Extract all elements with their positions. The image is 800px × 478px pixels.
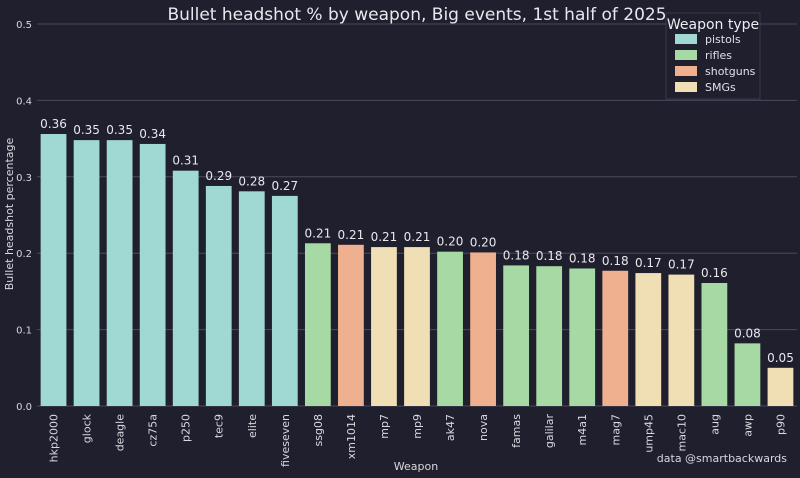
bar-fiveseven: [271, 195, 298, 406]
bar-p90: [767, 367, 794, 406]
bar-famas: [503, 265, 530, 406]
legend: Weapon type pistols rifles shotguns SMGs: [665, 12, 761, 100]
x-tick-label: ak47: [444, 414, 457, 441]
bar-p250: [172, 170, 199, 406]
bar-aug: [701, 282, 728, 406]
bar-deagle: [106, 140, 133, 407]
y-tick-label: 0.0: [16, 402, 32, 413]
bar-m4a1: [569, 268, 596, 406]
x-tick-label: galilar: [543, 414, 556, 449]
bar-value-label: 0.21: [404, 230, 431, 244]
x-tick-label: mp7: [378, 414, 391, 439]
bar-nova: [470, 252, 496, 406]
bar-galilar: [536, 266, 563, 406]
bar-value-label: 0.21: [371, 230, 398, 244]
bar-mag7: [602, 270, 629, 406]
bars: 0.36 hkp2000 0.35 glock 0.35 deagle 0.34 cz75a 0…: [40, 117, 794, 467]
bar-value-label: 0.34: [139, 127, 166, 141]
x-tick-label: famas: [510, 414, 523, 448]
bar-value-label: 0.31: [172, 154, 199, 168]
bar-xm1014: [338, 244, 364, 406]
bar-value-label: 0.20: [470, 235, 497, 249]
bar-mac10: [668, 274, 695, 406]
x-tick-label: nova: [477, 414, 490, 441]
x-tick-label: mag7: [609, 414, 622, 445]
bar-awp: [734, 343, 761, 406]
y-tick-label: 0.1: [16, 326, 32, 337]
y-tick-label: 0.5: [16, 20, 32, 31]
bar-value-label: 0.35: [73, 123, 100, 137]
x-tick-label: mac10: [675, 414, 688, 452]
x-tick-label: mp9: [411, 414, 424, 439]
bar-ump45: [635, 273, 662, 406]
x-axis-label: Weapon: [394, 460, 438, 473]
x-tick-label: glock: [81, 413, 94, 443]
x-tick-label: tec9: [213, 414, 226, 438]
bar-value-label: 0.18: [536, 249, 563, 263]
legend-swatch-rifles: [675, 50, 697, 60]
x-tick-label: deagle: [114, 414, 127, 452]
bar-value-label: 0.17: [668, 258, 695, 272]
bar-value-label: 0.28: [238, 174, 265, 188]
bar-value-label: 0.27: [271, 179, 298, 193]
legend-label: pistols: [705, 33, 741, 46]
bar-value-label: 0.20: [437, 235, 464, 249]
y-tick-label: 0.3: [16, 173, 32, 184]
bar-elite: [238, 191, 265, 406]
x-tick-label: p90: [774, 414, 787, 435]
bar-hkp2000: [40, 134, 67, 407]
x-tick-label: p250: [180, 414, 193, 442]
y-axis-label: Bullet headshot percentage: [3, 138, 16, 291]
bar-value-label: 0.21: [338, 228, 365, 242]
bar-value-label: 0.18: [602, 254, 629, 268]
bar-ssg08: [304, 243, 331, 406]
x-tick-label: elite: [246, 414, 259, 438]
legend-title: Weapon type: [667, 17, 759, 33]
y-tick-label: 0.4: [16, 96, 32, 107]
x-tick-label: xm1014: [345, 414, 358, 459]
legend-label: SMGs: [705, 81, 736, 94]
legend-swatch-SMGs: [675, 82, 697, 92]
legend-swatch-pistols: [675, 34, 697, 44]
x-tick-label: fiveseven: [279, 414, 292, 467]
bar-value-label: 0.18: [569, 251, 596, 265]
y-tick-label: 0.2: [16, 249, 32, 260]
bar-ak47: [437, 251, 463, 406]
chart-title: Bullet headshot % by weapon, Big events,…: [167, 5, 666, 25]
legend-label: rifles: [705, 49, 732, 62]
bar-value-label: 0.05: [767, 351, 794, 365]
bar-value-label: 0.29: [205, 169, 232, 183]
x-tick-label: cz75a: [147, 414, 160, 447]
bar-mp7: [371, 247, 397, 406]
bar-tec9: [205, 185, 232, 406]
x-tick-label: aug: [708, 414, 721, 435]
bar-cz75a: [139, 143, 166, 406]
x-tick-label: awp: [741, 414, 754, 437]
bar-value-label: 0.16: [701, 266, 728, 280]
bar-value-label: 0.36: [40, 117, 67, 131]
bar-glock: [73, 140, 100, 407]
x-tick-label: m4a1: [576, 414, 589, 445]
bar-value-label: 0.08: [734, 326, 761, 340]
x-tick-label: ump45: [642, 414, 655, 453]
bar-mp9: [404, 247, 430, 406]
x-tick-label: ssg08: [312, 414, 325, 446]
bar-value-label: 0.21: [305, 226, 332, 240]
legend-label: shotguns: [705, 65, 756, 78]
bar-value-label: 0.35: [106, 123, 133, 137]
data-credit: data @smartbackwards: [657, 452, 787, 465]
legend-swatch-shotguns: [675, 66, 697, 76]
bar-value-label: 0.17: [635, 256, 662, 270]
bar-value-label: 0.18: [503, 248, 530, 262]
x-tick-label: hkp2000: [48, 414, 61, 462]
